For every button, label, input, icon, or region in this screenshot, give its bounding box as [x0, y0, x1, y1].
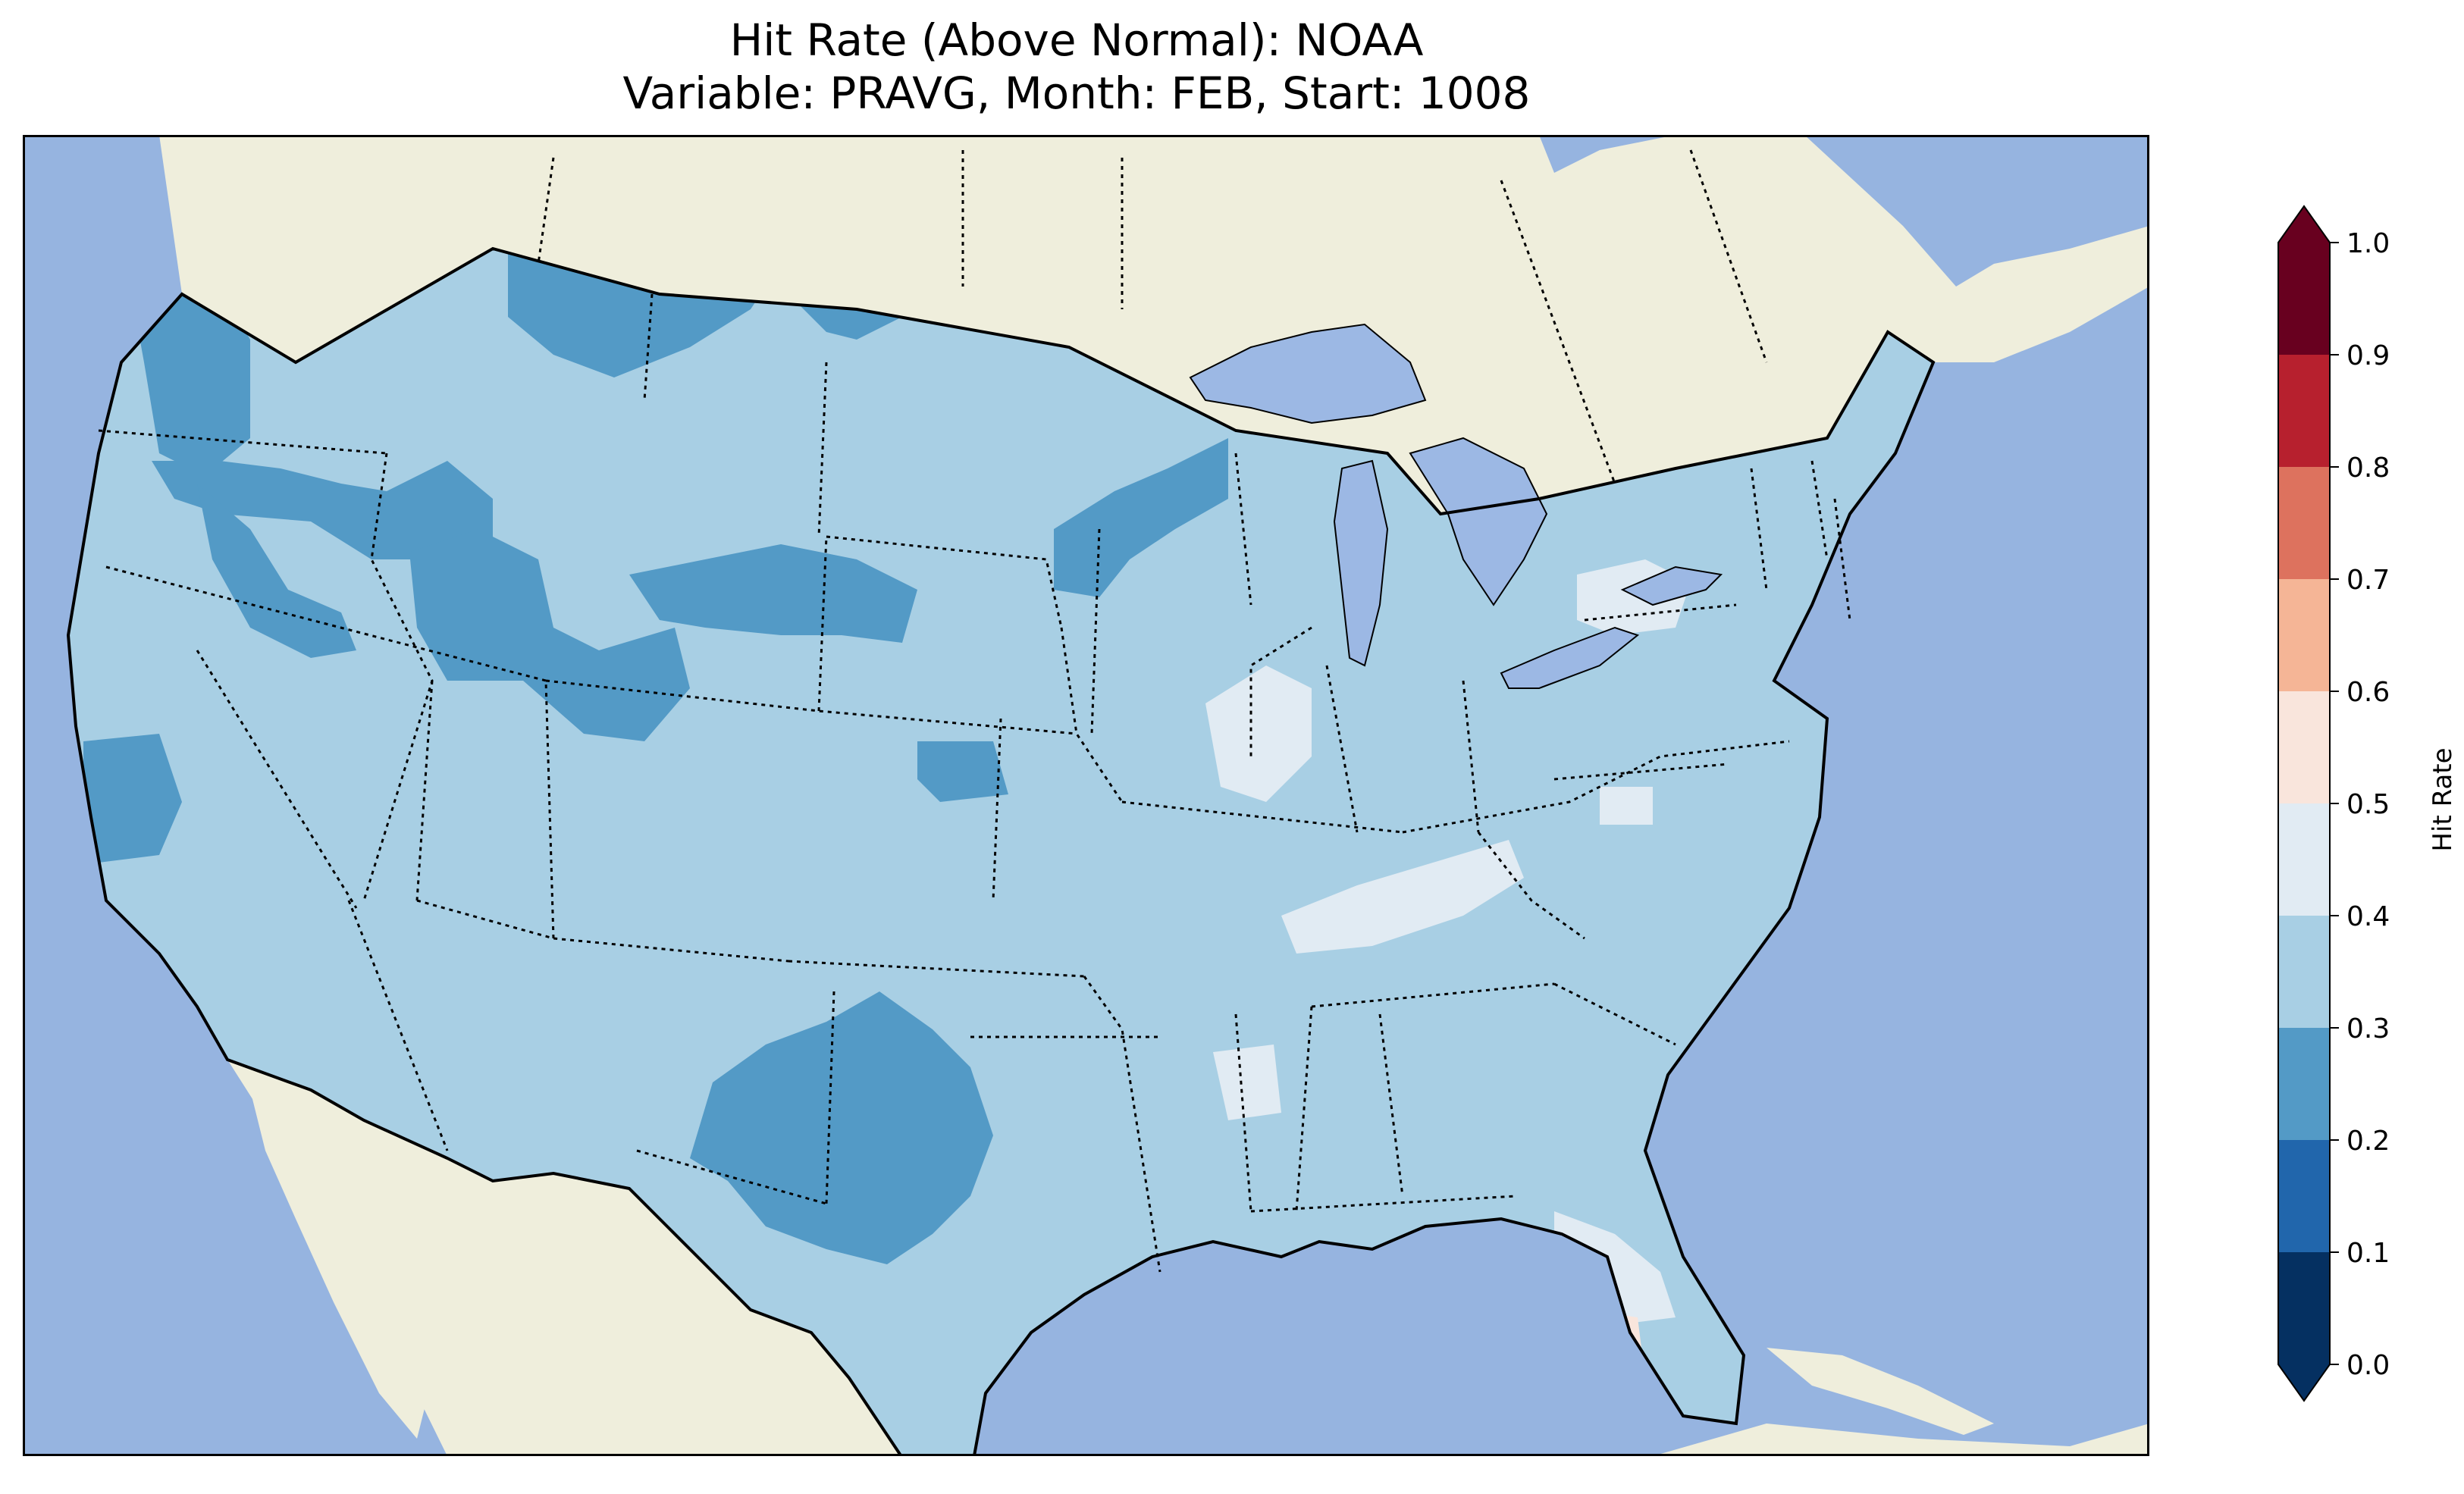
lake-michigan — [1333, 459, 1389, 667]
map — [23, 135, 2149, 1456]
canada-land — [159, 135, 2149, 514]
colorbar-tick-label: 0.2 — [2346, 1126, 2390, 1157]
colorbar-tick-label: 0.8 — [2346, 453, 2390, 484]
colorbar-ticks: 0.0 0.1 0.2 0.3 0.4 0.5 0.6 0.7 0.8 0.9 1.0 — [2330, 228, 2390, 1381]
field-region-california-central — [83, 734, 182, 863]
cuba-land — [1653, 1348, 2149, 1456]
colorbar-bin-1 — [2278, 1140, 2330, 1252]
field-region-illinois-indiana — [1205, 666, 1312, 802]
colorbar-tick-label: 0.5 — [2346, 789, 2390, 820]
field-region-kansas — [917, 741, 1008, 802]
colorbar-bin-3 — [2278, 916, 2330, 1028]
colorbar-tick-label: 0.1 — [2346, 1238, 2390, 1269]
colorbar-outline — [2277, 205, 2331, 1402]
colorbar-extend-bottom — [2278, 1364, 2330, 1401]
colorbar-tick-label: 0.0 — [2346, 1350, 2390, 1381]
colorbar-tick-label: 0.3 — [2346, 1013, 2390, 1045]
canada-landmass — [159, 135, 2149, 514]
colorbar-bin-6 — [2278, 579, 2330, 691]
title-line-1: Hit Rate (Above Normal): NOAA — [729, 14, 1424, 66]
colorbar-bin-7 — [2278, 467, 2330, 579]
cuba-landmass — [1766, 1348, 1994, 1435]
colorbar-tick-label: 1.0 — [2346, 228, 2390, 259]
field-region-utah-colorado — [409, 529, 690, 741]
field-region-mississippi — [1213, 1045, 1281, 1120]
colorbar-extend-top — [2278, 206, 2330, 243]
colorbar-bin-5 — [2278, 691, 2330, 803]
baja-peninsula — [250, 1090, 425, 1439]
field-region-nevada-band — [197, 484, 356, 658]
map-frame — [23, 135, 2149, 1456]
colorbar-label: Hit Rate — [2428, 747, 2458, 851]
colorbar-bin-2 — [2278, 1028, 2330, 1140]
colorbar-bins — [2277, 205, 2331, 1402]
lake-ontario — [1620, 565, 1723, 606]
chart-title: Hit Rate (Above Normal): NOAA Variable: … — [0, 14, 2153, 120]
title-line-2: Variable: PRAVG, Month: FEB, Start: 1008 — [622, 67, 1531, 119]
colorbar-tick-label: 0.6 — [2346, 677, 2390, 708]
colorbar-bin-9 — [2278, 243, 2330, 355]
lake-huron — [1409, 437, 1548, 606]
lake-superior — [1189, 323, 1427, 424]
field-region-idaho-montana-band — [152, 461, 493, 559]
colorbar-tick-label: 0.7 — [2346, 565, 2390, 596]
mexico-landmass — [227, 1060, 970, 1456]
colorbar-bin-8 — [2278, 355, 2330, 467]
south-america-land — [1653, 1424, 2149, 1456]
colorbar-tick-label: 0.4 — [2346, 901, 2390, 932]
colorbar-tick-label: 0.9 — [2346, 340, 2390, 371]
colorbar-bin-4 — [2278, 803, 2330, 916]
field-region-tennessee-kentucky — [1281, 840, 1524, 954]
field-region-texas-west-central — [690, 991, 993, 1264]
state-borders — [98, 149, 1851, 1273]
lake-erie — [1500, 626, 1640, 689]
colorbar-bin-0 — [2278, 1252, 2330, 1364]
map-panel — [23, 135, 2149, 1456]
great-lakes — [1189, 323, 1723, 689]
mexico-land — [227, 1060, 970, 1456]
field-region-nebraska-wyoming — [629, 544, 917, 643]
field-region-carolinas — [1600, 787, 1653, 825]
